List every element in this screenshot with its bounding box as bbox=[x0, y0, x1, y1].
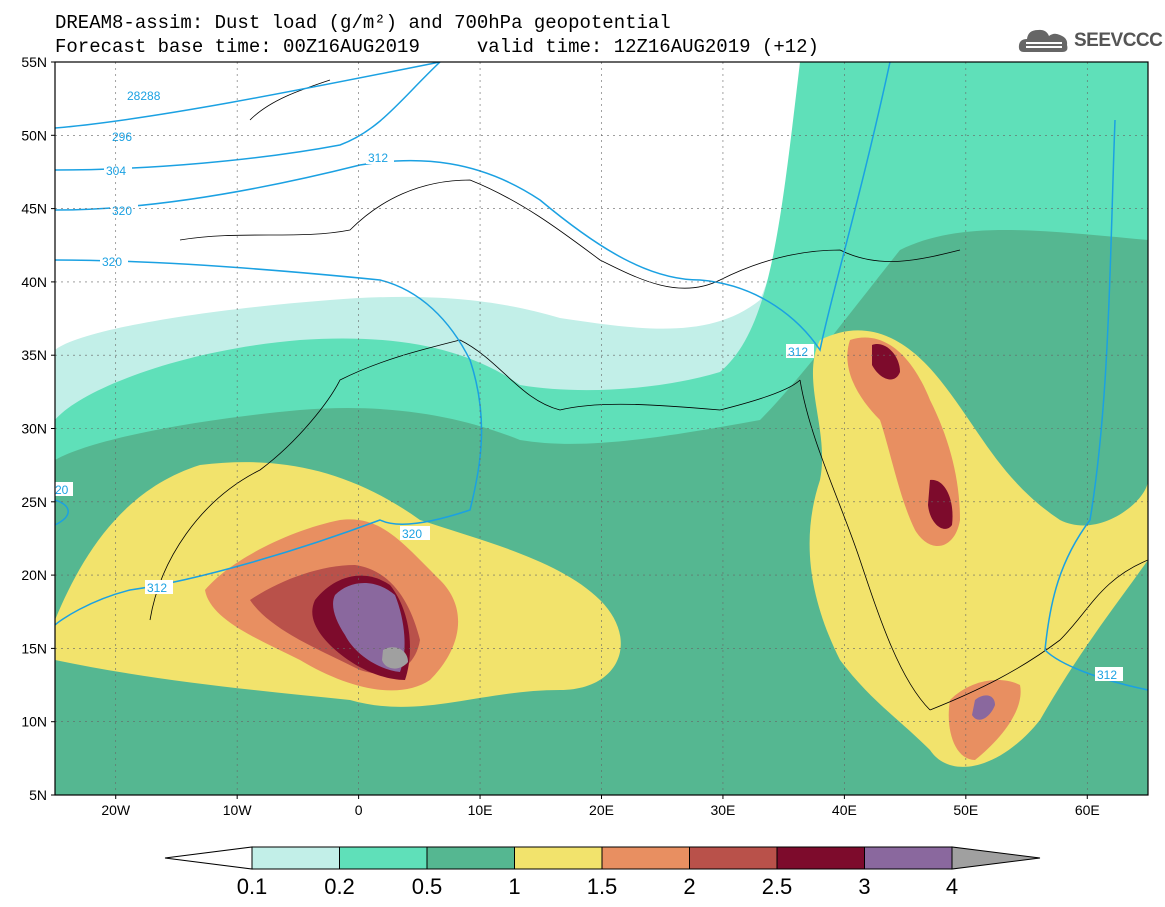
colorbar-label: 4 bbox=[946, 874, 958, 899]
contour-label: 28288 bbox=[127, 89, 161, 103]
map-title: DREAM8-assim: Dust load (g/m²) and 700hP… bbox=[55, 12, 671, 34]
dust-band-2.5-iraq bbox=[872, 344, 900, 380]
lat-tick-label: 55N bbox=[21, 54, 47, 70]
colorbar-swatch bbox=[251, 846, 340, 870]
lat-tick-label: 35N bbox=[21, 347, 47, 363]
contour-label: 320 bbox=[402, 527, 422, 541]
colorbar-swatch bbox=[514, 846, 603, 870]
lat-tick-label: 20N bbox=[21, 567, 47, 583]
lat-tick-label: 45N bbox=[21, 201, 47, 217]
forecast-time-line: Forecast base time: 00Z16AUG2019 valid t… bbox=[55, 36, 819, 58]
colorbar-swatch bbox=[426, 846, 515, 870]
contour-label: 296 bbox=[112, 130, 132, 144]
cloud-icon bbox=[1018, 29, 1068, 52]
coastlines bbox=[149, 79, 1148, 711]
colorbar-swatch bbox=[864, 846, 953, 870]
colorbar: 0.1 0.2 0.5 1 1.5 2 2.5 3 4 bbox=[164, 846, 1041, 899]
lon-tick-label: 20E bbox=[589, 802, 614, 818]
contour-label: 304 bbox=[106, 164, 126, 178]
longitude-labels: 20W 10W 0 10E 20E 30E 40E 50E 60E bbox=[101, 802, 1099, 818]
lat-tick-label: 15N bbox=[21, 640, 47, 656]
lon-tick-label: 10W bbox=[223, 802, 253, 818]
axis-ticks bbox=[51, 61, 1088, 799]
contour-label: 312 bbox=[147, 581, 167, 595]
lat-tick-label: 40N bbox=[21, 274, 47, 290]
latitude-labels: 55N 50N 45N 40N 35N 30N 25N 20N 15N 10N 5N bbox=[21, 54, 47, 803]
colorbar-label: 1 bbox=[508, 874, 520, 899]
lon-tick-label: 0 bbox=[355, 802, 363, 818]
seevccc-logo: SEEVCCC bbox=[1018, 26, 1163, 56]
lon-tick-label: 10E bbox=[468, 802, 493, 818]
colorbar-label: 0.5 bbox=[412, 874, 443, 899]
colorbar-label: 0.2 bbox=[324, 874, 355, 899]
colorbar-swatch bbox=[689, 846, 778, 870]
dust-band-3-yemen bbox=[972, 695, 995, 720]
colorbar-label: 1.5 bbox=[587, 874, 618, 899]
lat-tick-label: 10N bbox=[21, 714, 47, 730]
contour-label: 312 bbox=[1097, 668, 1117, 682]
dust-band-1.5-yemen bbox=[948, 680, 1021, 760]
colorbar-under-triangle bbox=[164, 846, 253, 870]
colorbar-over-triangle bbox=[951, 846, 1041, 870]
contour-label: 320 bbox=[102, 255, 122, 269]
logo-text: SEEVCCC bbox=[1074, 30, 1163, 51]
colorbar-swatch bbox=[339, 846, 428, 870]
lon-tick-label: 30E bbox=[710, 802, 735, 818]
colorbar-label: 0.1 bbox=[237, 874, 268, 899]
lat-tick-label: 25N bbox=[21, 494, 47, 510]
colorbar-label: 2 bbox=[683, 874, 695, 899]
dust-band-4 bbox=[382, 647, 408, 669]
contour-label: 20 bbox=[55, 483, 69, 497]
dust-band-2.5-saudi bbox=[928, 479, 953, 529]
lon-tick-label: 20W bbox=[101, 802, 131, 818]
contour-label: 312 bbox=[368, 151, 388, 165]
lon-tick-label: 50E bbox=[953, 802, 978, 818]
contour-label: 320 bbox=[112, 204, 132, 218]
lat-tick-label: 50N bbox=[21, 127, 47, 143]
lon-tick-label: 60E bbox=[1075, 802, 1100, 818]
colorbar-label: 2.5 bbox=[762, 874, 793, 899]
colorbar-label: 3 bbox=[858, 874, 870, 899]
contour-label: 312 bbox=[788, 345, 808, 359]
colorbar-swatch bbox=[776, 846, 865, 870]
lat-tick-label: 5N bbox=[29, 787, 47, 803]
graticule bbox=[55, 62, 1148, 795]
lon-tick-label: 40E bbox=[832, 802, 857, 818]
colorbar-swatch bbox=[601, 846, 690, 870]
lat-tick-label: 30N bbox=[21, 421, 47, 437]
